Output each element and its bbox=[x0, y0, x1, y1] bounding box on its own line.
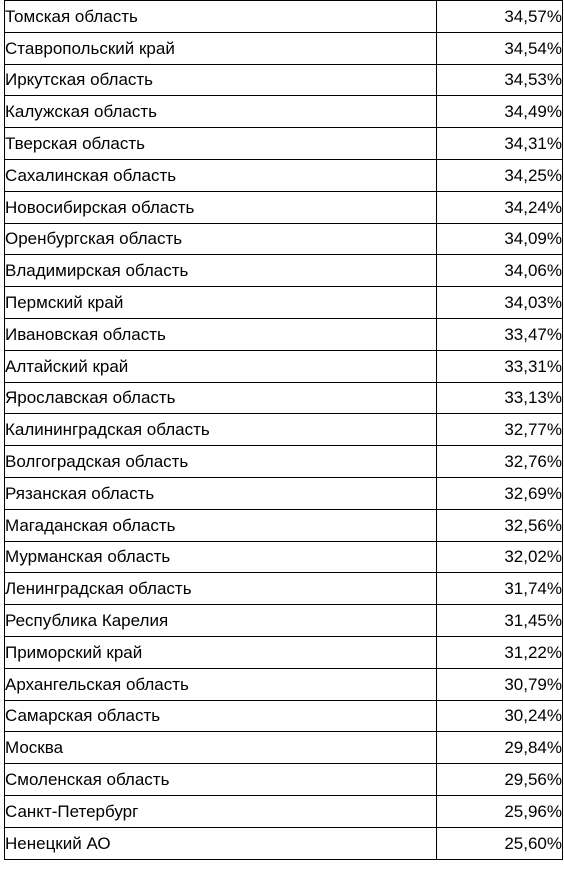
table-row: Ивановская область 33,47% bbox=[4, 317, 563, 351]
region-name-cell: Тверская область bbox=[4, 127, 437, 160]
region-name-cell: Приморский край bbox=[4, 635, 437, 669]
region-value-cell: 32,02% bbox=[436, 540, 563, 574]
region-name-cell: Санкт-Петербург bbox=[4, 794, 437, 828]
table-row: Приморский край 31,22% bbox=[4, 635, 563, 669]
region-value-cell: 32,77% bbox=[436, 413, 563, 447]
table-row: Оренбургская область 34,09% bbox=[4, 222, 563, 256]
region-name-cell: Смоленская область bbox=[4, 763, 437, 796]
region-name-cell: Владимирская область bbox=[4, 254, 437, 288]
table-row: Магаданская область 32,56% bbox=[4, 508, 563, 542]
region-value-cell: 34,31% bbox=[436, 127, 563, 160]
region-name-cell: Ивановская область bbox=[4, 317, 437, 351]
region-value-cell: 29,84% bbox=[436, 731, 563, 765]
region-name-cell: Оренбургская область bbox=[4, 222, 437, 256]
region-value-cell: 34,06% bbox=[436, 254, 563, 288]
table-row: Ярославская область 33,13% bbox=[4, 381, 563, 415]
region-name-cell: Ставропольский край bbox=[4, 31, 437, 65]
region-name-cell: Новосибирская область bbox=[4, 190, 437, 224]
table-row: Сахалинская область 34,25% bbox=[4, 158, 563, 192]
region-value-cell: 34,49% bbox=[436, 95, 563, 129]
table-row: Владимирская область 34,06% bbox=[4, 254, 563, 288]
region-value-cell: 34,09% bbox=[436, 222, 563, 256]
region-value-cell: 33,47% bbox=[436, 317, 563, 351]
region-value-cell: 34,53% bbox=[436, 63, 563, 97]
region-name-cell: Магаданская область bbox=[4, 508, 437, 542]
table-row: Калининградская область 32,77% bbox=[4, 413, 563, 447]
region-name-cell: Ненецкий АО bbox=[4, 826, 437, 860]
table-row: Рязанская область 32,69% bbox=[4, 476, 563, 510]
table-row: Санкт-Петербург 25,96% bbox=[4, 794, 563, 828]
region-name-cell: Архангельская область bbox=[4, 667, 437, 701]
region-value-cell: 31,74% bbox=[436, 572, 563, 606]
table-row: Самарская область 30,24% bbox=[4, 699, 563, 733]
region-value-cell: 34,25% bbox=[436, 158, 563, 192]
region-value-cell: 30,79% bbox=[436, 667, 563, 701]
region-value-cell: 32,69% bbox=[436, 476, 563, 510]
region-name-cell: Ленинградская область bbox=[4, 572, 437, 606]
region-name-cell: Мурманская область bbox=[4, 540, 437, 574]
table-row: Ставропольский край 34,54% bbox=[4, 31, 563, 65]
region-value-cell: 30,24% bbox=[436, 699, 563, 733]
region-value-cell: 25,96% bbox=[436, 794, 563, 828]
region-value-cell: 32,56% bbox=[436, 508, 563, 542]
region-name-cell: Алтайский край bbox=[4, 349, 437, 383]
region-value-cell: 25,60% bbox=[436, 826, 563, 860]
table-row: Мурманская область 32,02% bbox=[4, 540, 563, 574]
region-value-cell: 34,57% bbox=[436, 0, 563, 33]
region-name-cell: Пермский край bbox=[4, 286, 437, 319]
table-row: Тверская область 34,31% bbox=[4, 127, 563, 160]
regions-table: Томская область 34,57% Ставропольский край… bbox=[4, 0, 563, 860]
region-value-cell: 34,54% bbox=[436, 31, 563, 65]
table-row: Республика Карелия 31,45% bbox=[4, 604, 563, 637]
table-row: Пермский край 34,03% bbox=[4, 286, 563, 319]
region-value-cell: 34,03% bbox=[436, 286, 563, 319]
table-row: Новосибирская область 34,24% bbox=[4, 190, 563, 224]
region-name-cell: Волгоградская область bbox=[4, 445, 437, 478]
region-name-cell: Томская область bbox=[4, 0, 437, 33]
region-name-cell: Рязанская область bbox=[4, 476, 437, 510]
region-value-cell: 31,22% bbox=[436, 635, 563, 669]
region-name-cell: Калининградская область bbox=[4, 413, 437, 447]
region-name-cell: Иркутская область bbox=[4, 63, 437, 97]
table-row: Москва 29,84% bbox=[4, 731, 563, 765]
region-value-cell: 33,31% bbox=[436, 349, 563, 383]
region-name-cell: Ярославская область bbox=[4, 381, 437, 415]
region-name-cell: Москва bbox=[4, 731, 437, 765]
table-row: Алтайский край 33,31% bbox=[4, 349, 563, 383]
region-value-cell: 34,24% bbox=[436, 190, 563, 224]
table-row: Волгоградская область 32,76% bbox=[4, 445, 563, 478]
region-value-cell: 31,45% bbox=[436, 604, 563, 637]
region-name-cell: Самарская область bbox=[4, 699, 437, 733]
table-row: Иркутская область 34,53% bbox=[4, 63, 563, 97]
region-name-cell: Республика Карелия bbox=[4, 604, 437, 637]
region-value-cell: 29,56% bbox=[436, 763, 563, 796]
region-value-cell: 32,76% bbox=[436, 445, 563, 478]
regions-table-body: Томская область 34,57% Ставропольский край… bbox=[4, 0, 563, 860]
table-row: Томская область 34,57% bbox=[4, 0, 563, 33]
table-row: Архангельская область 30,79% bbox=[4, 667, 563, 701]
region-value-cell: 33,13% bbox=[436, 381, 563, 415]
region-name-cell: Сахалинская область bbox=[4, 158, 437, 192]
table-row: Ленинградская область 31,74% bbox=[4, 572, 563, 606]
table-row: Калужская область 34,49% bbox=[4, 95, 563, 129]
table-row: Ненецкий АО 25,60% bbox=[4, 826, 563, 860]
table-row: Смоленская область 29,56% bbox=[4, 763, 563, 796]
region-name-cell: Калужская область bbox=[4, 95, 437, 129]
